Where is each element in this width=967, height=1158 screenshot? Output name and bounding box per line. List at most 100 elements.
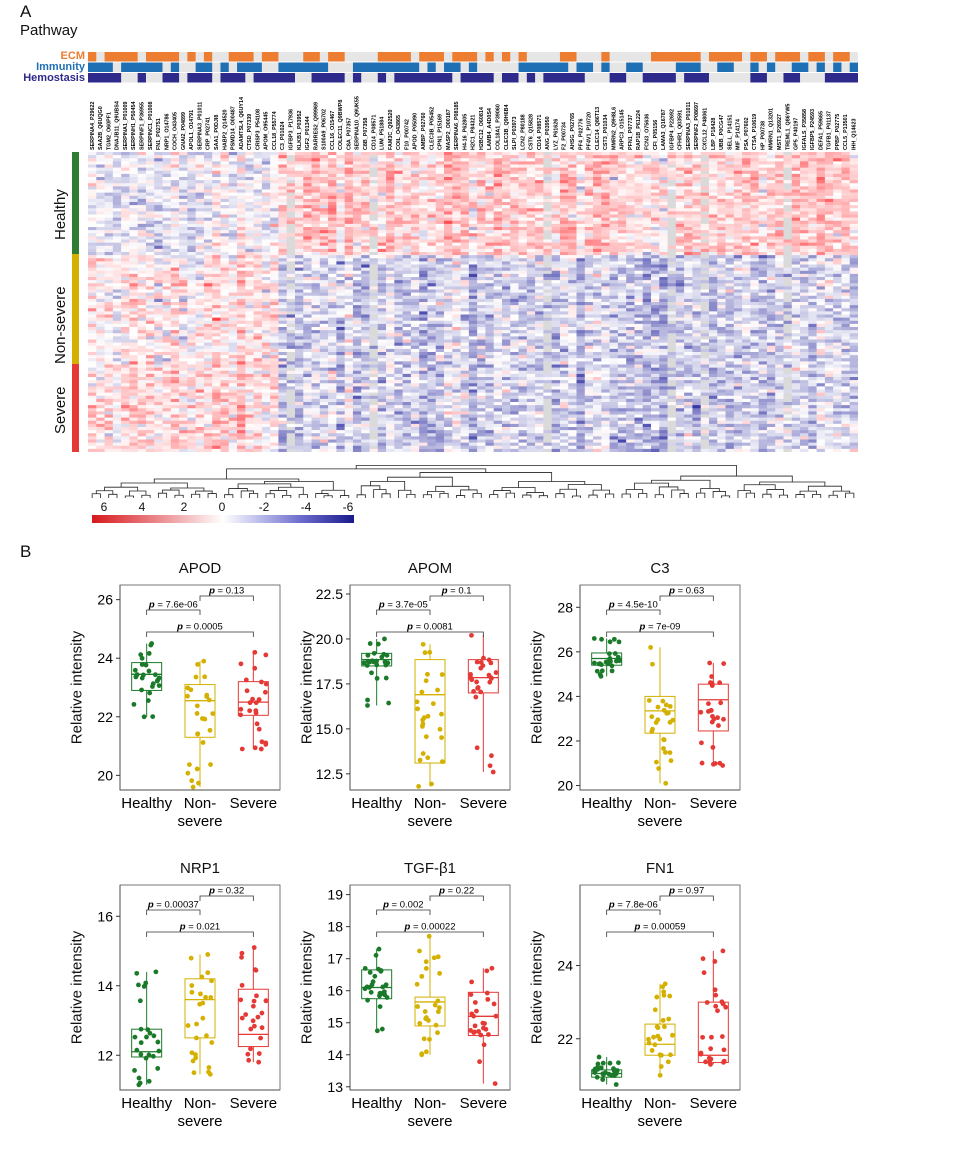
- heatmap-cell: [510, 214, 519, 218]
- heatmap-cell: [766, 214, 776, 218]
- pathway-cell: [361, 62, 370, 72]
- heatmap-cell: [642, 227, 652, 231]
- heatmap-cell: [162, 189, 172, 193]
- heatmap-cell: [377, 277, 387, 281]
- heatmap-cell: [493, 183, 503, 187]
- track-label-immunity: Immunity: [36, 61, 85, 73]
- heatmap-cell: [394, 292, 403, 297]
- pathway-cell: [725, 73, 735, 83]
- pathway-cell: [485, 62, 495, 72]
- heatmap-cell: [137, 223, 147, 228]
- protein-label: PPBP_P02775: [835, 114, 841, 150]
- heatmap-cell: [361, 220, 370, 225]
- heatmap-cell: [617, 202, 627, 206]
- heatmap-cell: [468, 230, 478, 234]
- heatmap-cell: [477, 261, 486, 265]
- heatmap-cell: [725, 298, 735, 303]
- heatmap-cell: [526, 236, 536, 240]
- heatmap-cell: [775, 261, 784, 265]
- heatmap-cell: [659, 211, 668, 215]
- heatmap-cell: [187, 227, 196, 231]
- heatmap-cell: [394, 258, 403, 262]
- heatmap-cell: [816, 283, 826, 287]
- heatmap-cell: [452, 202, 461, 206]
- heatmap-cell: [129, 302, 138, 306]
- protein-label: SERPINC1_P01008: [148, 101, 154, 150]
- heatmap-cell: [394, 183, 403, 187]
- pathway-cell: [675, 52, 685, 62]
- heatmap-cell: [626, 223, 635, 228]
- heatmap-cell: [601, 239, 610, 243]
- heatmap-cell: [750, 277, 759, 281]
- heatmap-cell: [642, 302, 652, 306]
- heatmap-cell: [468, 273, 478, 278]
- heatmap-cell: [386, 189, 395, 193]
- heatmap-cell: [369, 227, 379, 231]
- heatmap-cell: [460, 248, 470, 253]
- pathway-cell: [261, 62, 271, 72]
- heatmap-cell: [692, 280, 701, 284]
- protein-label: PF4V1_P10720: [587, 112, 593, 150]
- heatmap-cell: [112, 298, 122, 303]
- heatmap-cell: [352, 211, 362, 215]
- heatmap-cell: [535, 198, 544, 203]
- heatmap-cell: [510, 245, 519, 250]
- heatmap-cell: [833, 183, 842, 187]
- heatmap-cell: [609, 220, 619, 225]
- heatmap-cell: [775, 264, 784, 268]
- heatmap-cell: [104, 220, 114, 225]
- heatmap-cell: [278, 180, 288, 184]
- pathway-cell: [278, 52, 288, 62]
- heatmap-cell: [477, 295, 486, 300]
- heatmap-cell: [576, 177, 586, 181]
- heatmap-cell: [179, 177, 188, 181]
- heatmap-cell: [129, 233, 138, 237]
- heatmap-cell: [220, 245, 230, 250]
- heatmap-cell: [352, 255, 362, 259]
- heatmap-cell: [667, 170, 677, 175]
- heatmap-cell: [179, 195, 188, 200]
- heatmap-cell: [121, 258, 130, 262]
- heatmap-cell: [427, 255, 437, 259]
- pathway-cell: [841, 52, 851, 62]
- heatmap-cell: [758, 177, 768, 181]
- heatmap-cell: [369, 152, 379, 156]
- heatmap-cell: [228, 202, 238, 206]
- heatmap-cell: [800, 252, 809, 256]
- heatmap-cell: [849, 286, 858, 290]
- heatmap-cell: [228, 252, 238, 256]
- heatmap-cell: [336, 167, 345, 172]
- heatmap-cell: [129, 173, 138, 178]
- heatmap-cell: [733, 233, 743, 237]
- heatmap-cell: [518, 261, 528, 265]
- heatmap-cell: [775, 230, 784, 234]
- heatmap-cell: [253, 227, 263, 231]
- heatmap-cell: [634, 302, 644, 306]
- heatmap-cell: [319, 273, 329, 278]
- heatmap-cell: [328, 167, 337, 172]
- pathway-cell: [824, 73, 834, 83]
- heatmap-cell: [344, 252, 354, 256]
- heatmap-cell: [717, 202, 726, 206]
- heatmap-cell: [593, 164, 602, 168]
- heatmap-cell: [518, 152, 528, 156]
- heatmap-cell: [394, 214, 403, 218]
- heatmap-cell: [170, 289, 180, 293]
- heatmap-cell: [377, 289, 387, 293]
- heatmap-cell: [419, 217, 428, 222]
- heatmap-cell: [328, 258, 337, 262]
- heatmap-cell: [212, 217, 221, 222]
- heatmap-cell: [543, 161, 552, 165]
- heatmap-cell: [228, 258, 238, 262]
- heatmap-cell: [626, 214, 635, 218]
- heatmap-cell: [145, 183, 155, 187]
- heatmap-cell: [775, 217, 784, 222]
- heatmap-cell: [179, 248, 188, 253]
- heatmap-cell: [642, 245, 652, 250]
- heatmap-cell: [361, 167, 370, 172]
- heatmap-cell: [203, 202, 213, 206]
- pathway-cell: [667, 52, 677, 62]
- heatmap-cell: [386, 273, 395, 278]
- heatmap-cell: [377, 208, 387, 212]
- heatmap-cell: [286, 239, 296, 243]
